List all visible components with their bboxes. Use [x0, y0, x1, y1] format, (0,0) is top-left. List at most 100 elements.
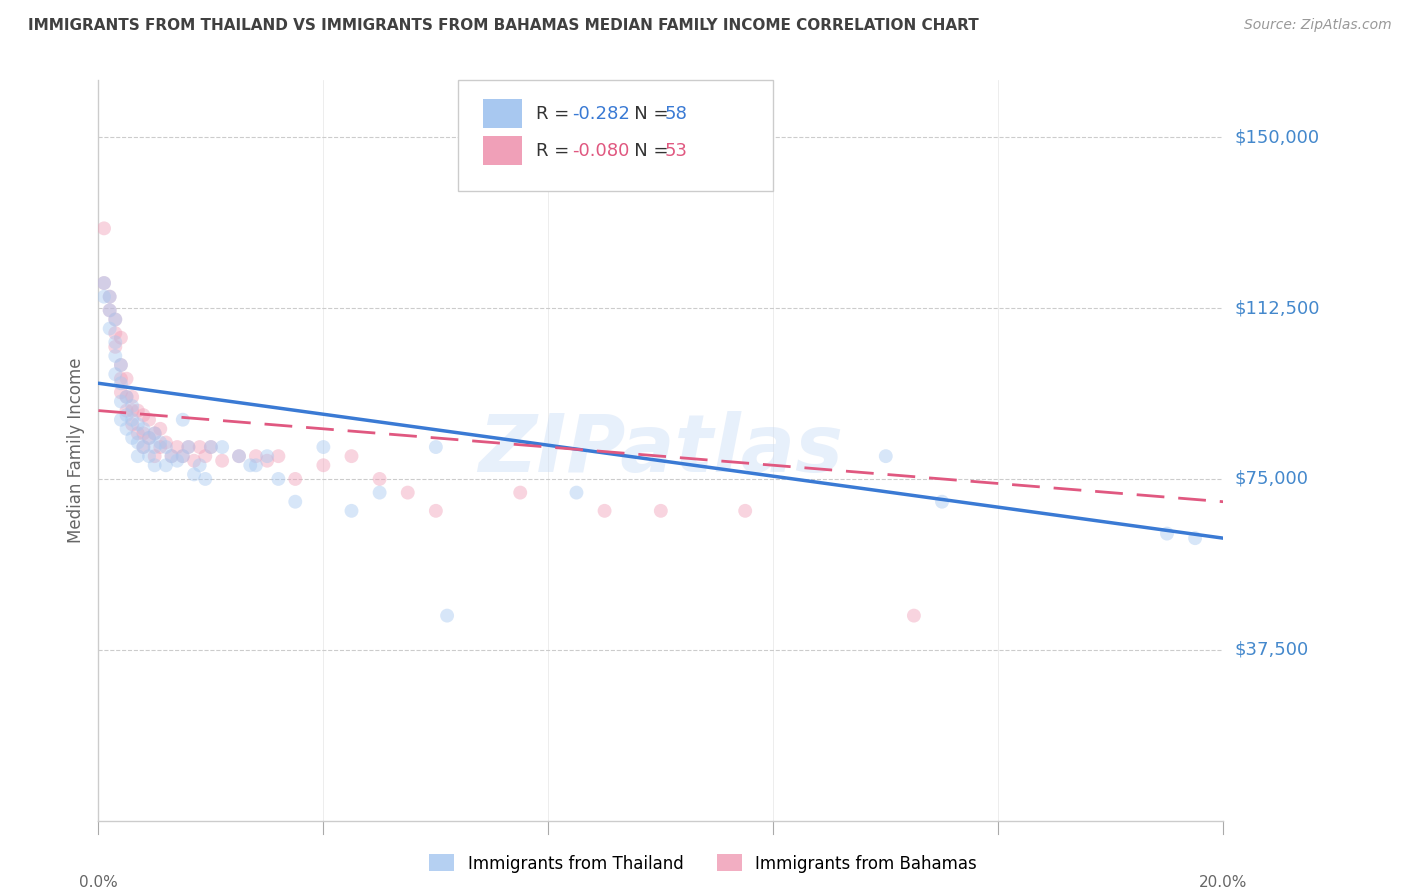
Point: [143, 426, 166, 441]
Point: [155, 440, 177, 454]
Point: [121, 431, 143, 445]
Point: [200, 440, 222, 454]
Point: [98, 290, 121, 304]
Text: R =: R =: [536, 142, 575, 160]
Point: [368, 485, 391, 500]
Point: [1156, 526, 1178, 541]
Point: [425, 504, 447, 518]
Point: [110, 394, 132, 409]
Point: [104, 312, 127, 326]
Point: [734, 504, 756, 518]
Point: [267, 449, 290, 463]
Point: [228, 449, 250, 463]
Text: -0.282: -0.282: [572, 104, 630, 122]
Point: [110, 372, 132, 386]
Point: [149, 422, 172, 436]
Point: [121, 417, 143, 432]
Point: [172, 413, 194, 427]
Point: [228, 449, 250, 463]
Point: [211, 453, 233, 467]
Point: [104, 349, 127, 363]
Point: [143, 440, 166, 454]
Point: [138, 449, 160, 463]
Point: [650, 504, 672, 518]
Point: [931, 494, 953, 508]
Text: N =: N =: [617, 142, 675, 160]
Point: [177, 440, 200, 454]
Point: [138, 431, 160, 445]
Point: [127, 426, 149, 441]
Text: 0.0%: 0.0%: [79, 875, 118, 890]
Point: [509, 485, 531, 500]
Text: IMMIGRANTS FROM THAILAND VS IMMIGRANTS FROM BAHAMAS MEDIAN FAMILY INCOME CORRELA: IMMIGRANTS FROM THAILAND VS IMMIGRANTS F…: [28, 18, 979, 33]
Point: [436, 608, 458, 623]
Point: [127, 435, 149, 450]
Point: [93, 221, 115, 235]
Point: [183, 453, 205, 467]
Point: [312, 440, 335, 454]
Point: [166, 453, 188, 467]
Text: $75,000: $75,000: [1234, 470, 1309, 488]
Point: [239, 458, 262, 473]
Point: [425, 440, 447, 454]
Point: [160, 449, 183, 463]
Point: [115, 408, 138, 422]
Point: [93, 276, 115, 290]
Point: [188, 440, 211, 454]
Point: [172, 449, 194, 463]
Point: [143, 449, 166, 463]
Point: [155, 435, 177, 450]
Point: [115, 390, 138, 404]
Point: [284, 494, 307, 508]
Point: [183, 467, 205, 482]
Point: [127, 449, 149, 463]
Point: [256, 453, 278, 467]
Point: [98, 303, 121, 318]
Point: [194, 449, 217, 463]
Point: [245, 449, 267, 463]
FancyBboxPatch shape: [484, 99, 523, 128]
Point: [340, 504, 363, 518]
Point: [200, 440, 222, 454]
Point: [110, 376, 132, 391]
Text: 58: 58: [664, 104, 688, 122]
Point: [121, 390, 143, 404]
Point: [194, 472, 217, 486]
Text: 53: 53: [664, 142, 688, 160]
Point: [98, 290, 121, 304]
Point: [104, 340, 127, 354]
Point: [132, 426, 155, 441]
Point: [98, 321, 121, 335]
Point: [177, 440, 200, 454]
Point: [143, 426, 166, 441]
Point: [138, 431, 160, 445]
Point: [115, 372, 138, 386]
Point: [110, 358, 132, 372]
Point: [143, 458, 166, 473]
Point: [132, 440, 155, 454]
Text: $112,500: $112,500: [1234, 299, 1320, 317]
Point: [368, 472, 391, 486]
Point: [245, 458, 267, 473]
Point: [110, 413, 132, 427]
Point: [149, 440, 172, 454]
FancyBboxPatch shape: [484, 136, 523, 165]
Point: [121, 403, 143, 417]
Text: -0.080: -0.080: [572, 142, 630, 160]
Point: [267, 472, 290, 486]
Point: [93, 290, 115, 304]
Point: [211, 440, 233, 454]
Text: $37,500: $37,500: [1234, 640, 1309, 659]
Point: [104, 326, 127, 340]
Point: [166, 440, 188, 454]
Point: [121, 413, 143, 427]
Text: ZIPatlas: ZIPatlas: [478, 411, 844, 490]
Y-axis label: Median Family Income: Median Family Income: [66, 358, 84, 543]
Point: [104, 335, 127, 350]
Point: [138, 413, 160, 427]
Point: [188, 458, 211, 473]
Point: [155, 458, 177, 473]
Text: N =: N =: [617, 104, 675, 122]
Point: [110, 331, 132, 345]
Text: Source: ZipAtlas.com: Source: ZipAtlas.com: [1244, 18, 1392, 32]
